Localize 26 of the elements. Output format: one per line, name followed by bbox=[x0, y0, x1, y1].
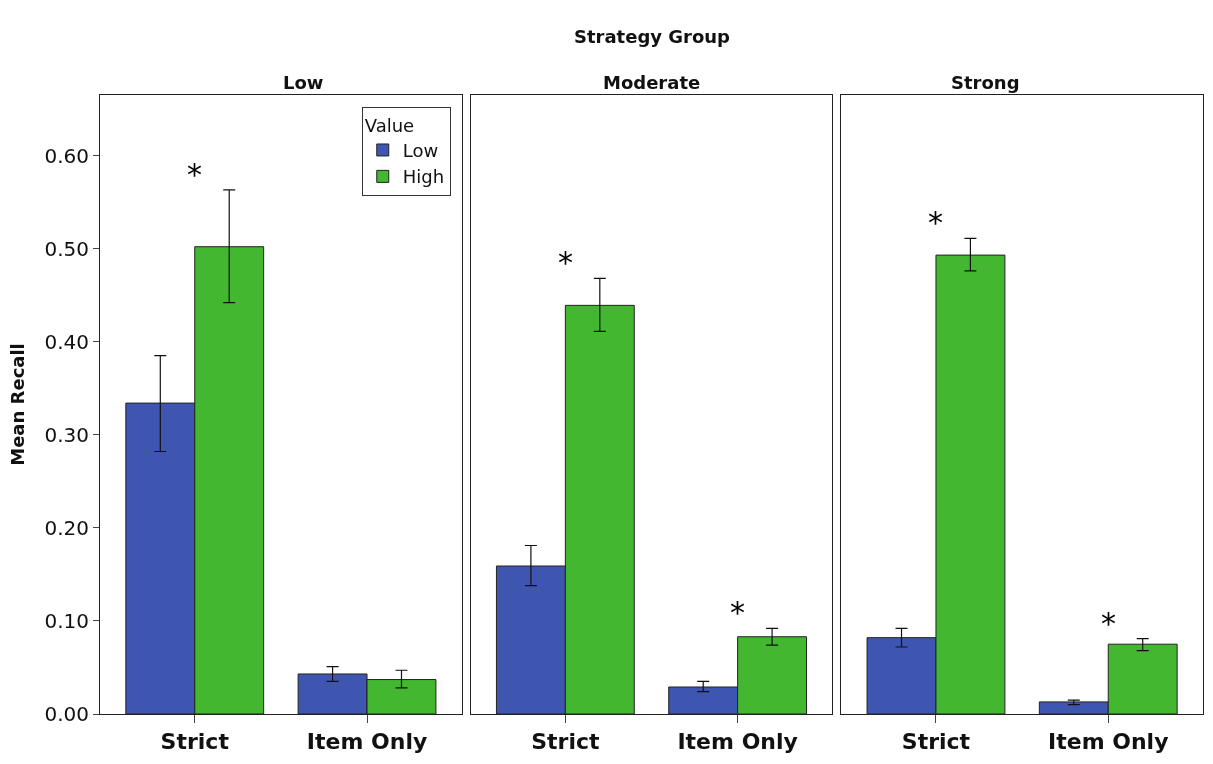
y-tick-label: 0.60 bbox=[44, 143, 89, 168]
y-axis-title: Mean Recall bbox=[6, 343, 28, 466]
annotation: * bbox=[1101, 606, 1116, 641]
legend-label: Low bbox=[402, 140, 439, 161]
chart-title: Strong bbox=[951, 72, 1020, 93]
text: Strategy Group bbox=[574, 26, 731, 47]
y-tick-label: 0.40 bbox=[44, 329, 89, 354]
y-tick-label: 0.30 bbox=[44, 422, 89, 447]
annotation: * bbox=[730, 595, 745, 630]
x-tick-label: Strict bbox=[160, 729, 230, 755]
y-tick-label: 0.10 bbox=[44, 608, 89, 633]
x-tick-label: Item Only bbox=[1048, 729, 1169, 755]
annotation: * bbox=[928, 205, 943, 240]
legend-label: High bbox=[402, 166, 445, 188]
annotation: * bbox=[558, 245, 573, 280]
legend-title: Value bbox=[364, 114, 415, 136]
x-tick-label: Strict bbox=[531, 729, 600, 755]
x-tick-label: Strict bbox=[901, 729, 971, 755]
chart-title: Low bbox=[283, 72, 324, 93]
annotation: * bbox=[187, 157, 202, 192]
chart-title: Moderate bbox=[603, 72, 701, 93]
y-tick-label: 0.00 bbox=[44, 702, 89, 726]
y-tick-label: 0.50 bbox=[44, 236, 89, 261]
y-tick-label: 0.20 bbox=[44, 515, 89, 540]
x-tick-label: Item Only bbox=[306, 729, 428, 755]
x-tick-label: Item Only bbox=[677, 729, 798, 755]
